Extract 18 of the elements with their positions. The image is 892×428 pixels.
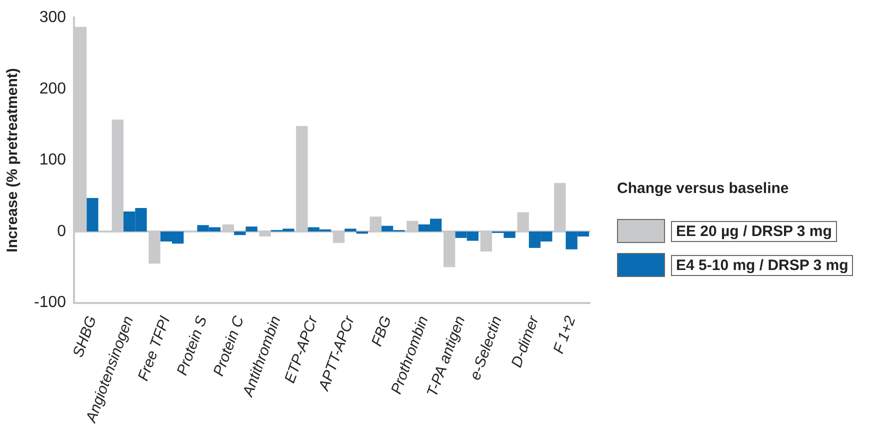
x-tick-label: F 1+2 xyxy=(550,313,580,356)
y-tick-label: -100 xyxy=(34,294,66,312)
y-tick-label: 200 xyxy=(39,80,66,98)
legend-label: E4 5-10 mg / DRSP 3 mg xyxy=(671,254,854,276)
y-axis-title: Increase (% pretreatment) xyxy=(4,68,22,252)
bar xyxy=(344,228,356,232)
legend-title: Change versus baseline xyxy=(617,180,790,197)
bar xyxy=(234,232,246,236)
bar xyxy=(86,198,98,232)
x-tick-label: FBG xyxy=(368,314,396,349)
x-tick-label: Protein S xyxy=(174,314,211,378)
bar xyxy=(246,226,258,232)
y-tick-label: 0 xyxy=(57,222,66,240)
x-tick-label: Free TFPI xyxy=(134,314,174,384)
legend-label: EE 20 µg / DRSP 3 mg xyxy=(671,220,837,242)
x-tick-label: Protein C xyxy=(210,314,248,378)
y-tick-label: 100 xyxy=(39,152,66,169)
y-tick-label: 300 xyxy=(39,9,66,26)
